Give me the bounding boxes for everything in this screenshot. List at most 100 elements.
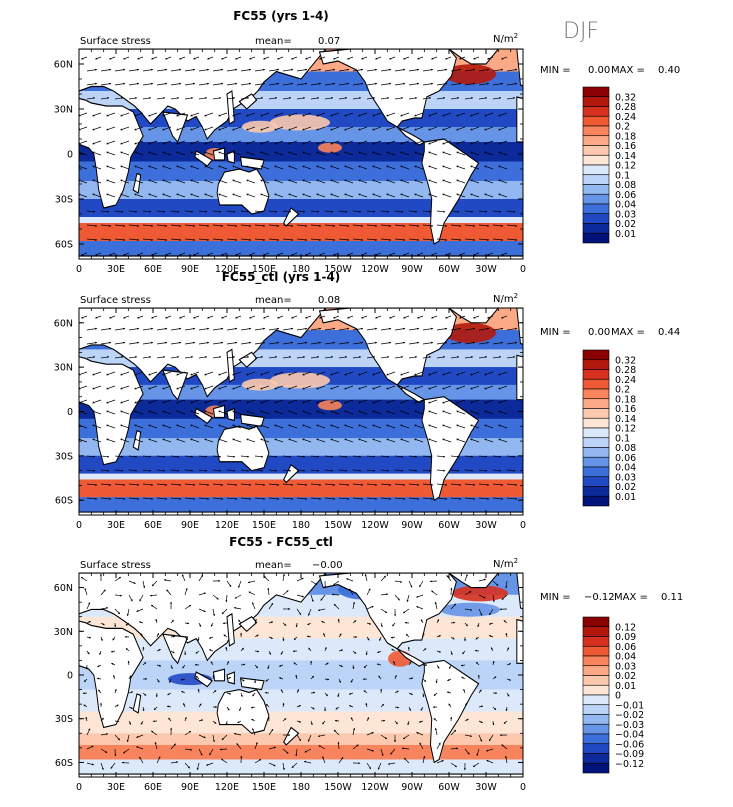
field-band xyxy=(79,733,523,745)
colorbar-swatch xyxy=(583,379,609,389)
colorbar-swatch xyxy=(583,175,609,185)
min-label: MIN = xyxy=(540,327,571,338)
lon-tick-label: 30E xyxy=(107,782,125,793)
units-label: N/m2 xyxy=(493,32,518,45)
colorbar-swatch xyxy=(583,87,609,97)
lat-tick-label: 60N xyxy=(54,583,73,594)
min-max: MIN = 0.00 MAX = 0.44 xyxy=(540,327,680,338)
colorbar-swatch xyxy=(583,185,609,195)
colorbar: 0.320.280.240.20.180.160.140.120.10.080.… xyxy=(583,87,636,243)
lat-tick-label: 30N xyxy=(54,363,73,374)
colorbar-swatch xyxy=(583,165,609,175)
lon-tick-label: 0 xyxy=(520,520,526,531)
lon-tick-label: 120E xyxy=(215,782,239,793)
lat-tick-label: 60S xyxy=(55,240,73,251)
lat-tick-label: 0 xyxy=(67,671,73,682)
lon-tick-label: 150W xyxy=(324,520,352,531)
lon-tick-label: 60W xyxy=(438,520,460,531)
field-blob xyxy=(242,121,278,133)
lon-tick-label: 120W xyxy=(361,520,389,531)
max-label: MAX = xyxy=(611,65,645,76)
colorbar-swatch xyxy=(583,233,609,243)
lon-tick-label: 0 xyxy=(76,264,82,275)
lon-tick-label: 60E xyxy=(144,264,162,275)
colorbar-swatch xyxy=(583,627,609,637)
lon-tick-label: 150E xyxy=(252,782,276,793)
panel-difference: FC55 - FC55_ctl Surface stress mean= −0.… xyxy=(54,535,683,793)
panel-title: FC55 - FC55_ctl xyxy=(229,535,333,550)
colorbar-swatch xyxy=(583,155,609,165)
colorbar-swatch xyxy=(583,496,609,506)
lat-tick-label: 0 xyxy=(67,150,73,161)
mean-value: −0.00 xyxy=(312,560,343,571)
colorbar-swatch xyxy=(583,724,609,734)
colorbar-label: 0.01 xyxy=(615,492,636,503)
colorbar-swatch xyxy=(583,487,609,497)
colorbar-swatch xyxy=(583,370,609,380)
lon-tick-label: 30E xyxy=(107,520,125,531)
panel-title: FC55_ctl (yrs 1-4) xyxy=(222,270,341,285)
stress-vector xyxy=(493,721,494,725)
colorbar-swatch xyxy=(583,389,609,399)
colorbar-swatch xyxy=(583,734,609,744)
colorbar-swatch xyxy=(583,204,609,214)
colorbar-swatch xyxy=(583,666,609,676)
colorbar-swatch xyxy=(583,194,609,204)
max-value: 0.44 xyxy=(658,327,680,338)
max-label: MAX = xyxy=(614,592,648,603)
field-blob xyxy=(318,143,342,153)
lon-tick-label: 90W xyxy=(401,264,423,275)
min-value: 0.00 xyxy=(588,327,610,338)
lat-tick-label: 30N xyxy=(54,627,73,638)
field-band xyxy=(79,745,523,760)
lon-tick-label: 180 xyxy=(292,782,310,793)
colorbar-swatch xyxy=(583,448,609,458)
lon-tick-label: 120W xyxy=(361,264,389,275)
min-label: MIN = xyxy=(540,592,571,603)
max-value: 0.11 xyxy=(661,592,683,603)
lon-tick-label: 0 xyxy=(520,264,526,275)
colorbar: 0.320.280.240.20.180.160.140.120.10.080.… xyxy=(583,350,636,506)
colorbar-swatch xyxy=(583,97,609,107)
field-band xyxy=(79,474,523,480)
colorbar-swatch xyxy=(583,360,609,370)
lon-tick-label: 90W xyxy=(401,520,423,531)
colorbar-swatch xyxy=(583,428,609,438)
field-blob xyxy=(318,400,342,410)
field-label: Surface stress xyxy=(80,36,151,47)
lon-tick-label: 120E xyxy=(215,520,239,531)
field-blob xyxy=(270,372,330,388)
lat-tick-label: 60N xyxy=(54,318,73,329)
colorbar-swatch xyxy=(583,705,609,715)
colorbar-swatch xyxy=(583,107,609,117)
max-label: MAX = xyxy=(611,327,645,338)
lon-tick-label: 30W xyxy=(475,782,497,793)
lat-tick-label: 30S xyxy=(55,195,73,206)
lon-tick-label: 180 xyxy=(292,520,310,531)
season-label: DJF xyxy=(563,19,599,44)
lon-tick-label: 120W xyxy=(361,782,389,793)
min-max: MIN = −0.12 MAX = 0.11 xyxy=(540,592,683,603)
max-value: 0.40 xyxy=(658,65,680,76)
lat-tick-label: 30S xyxy=(55,451,73,462)
mean-value: 0.07 xyxy=(318,36,340,47)
colorbar-swatch xyxy=(583,224,609,234)
mean-label: mean= xyxy=(255,560,292,571)
colorbar-swatch xyxy=(583,637,609,647)
lon-tick-label: 30W xyxy=(475,264,497,275)
colorbar-swatch xyxy=(583,457,609,467)
colorbar-swatch xyxy=(583,754,609,764)
panel-fc55: FC55 (yrs 1-4) Surface stress mean= 0.07… xyxy=(54,9,680,275)
colorbar-swatch xyxy=(583,467,609,477)
lon-tick-label: 30W xyxy=(475,520,497,531)
min-value: 0.00 xyxy=(588,65,610,76)
lon-tick-label: 0 xyxy=(520,782,526,793)
lon-tick-label: 150W xyxy=(324,782,352,793)
lat-tick-label: 60S xyxy=(55,496,73,507)
colorbar-swatch xyxy=(583,418,609,428)
field-band xyxy=(79,480,523,498)
lon-tick-label: 90E xyxy=(181,520,199,531)
lat-tick-label: 60S xyxy=(55,758,73,769)
colorbar-swatch xyxy=(583,617,609,627)
colorbar-swatch xyxy=(583,744,609,754)
